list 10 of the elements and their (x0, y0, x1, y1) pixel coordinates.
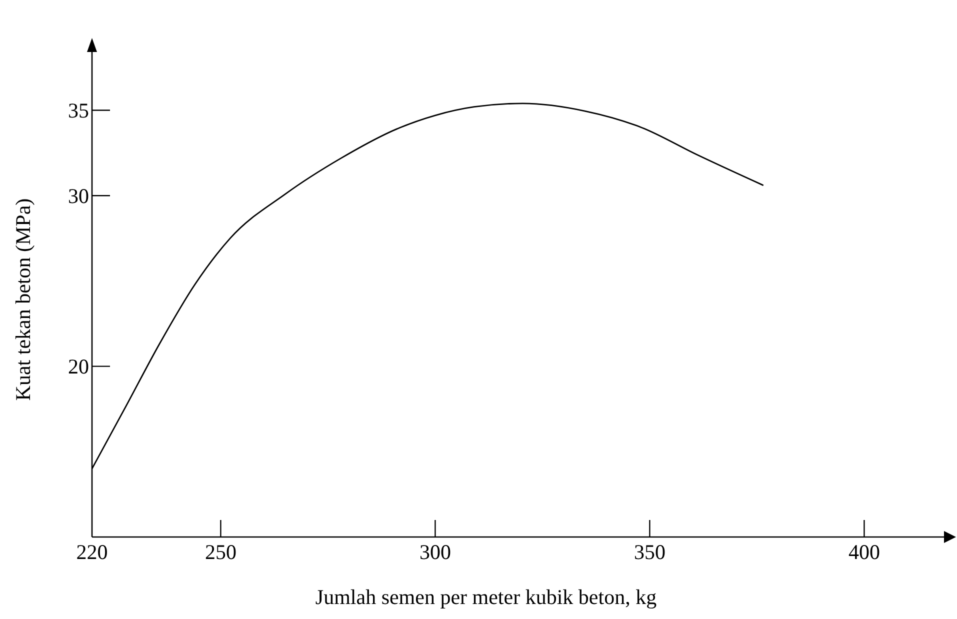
y-axis-title: Kuat tekan beton (MPa) (11, 198, 35, 401)
y-tick-label: 30 (68, 184, 89, 208)
y-tick-label: 20 (68, 354, 89, 379)
x-tick-label: 220 (76, 540, 108, 564)
x-tick-label: 250 (204, 540, 236, 564)
x-tick-label: 350 (634, 540, 666, 564)
x-tick-label: 400 (848, 540, 880, 564)
x-tick-label: 300 (419, 540, 451, 564)
x-axis-title: Jumlah semen per meter kubik beton, kg (315, 585, 658, 609)
y-tick-label: 35 (68, 98, 89, 123)
